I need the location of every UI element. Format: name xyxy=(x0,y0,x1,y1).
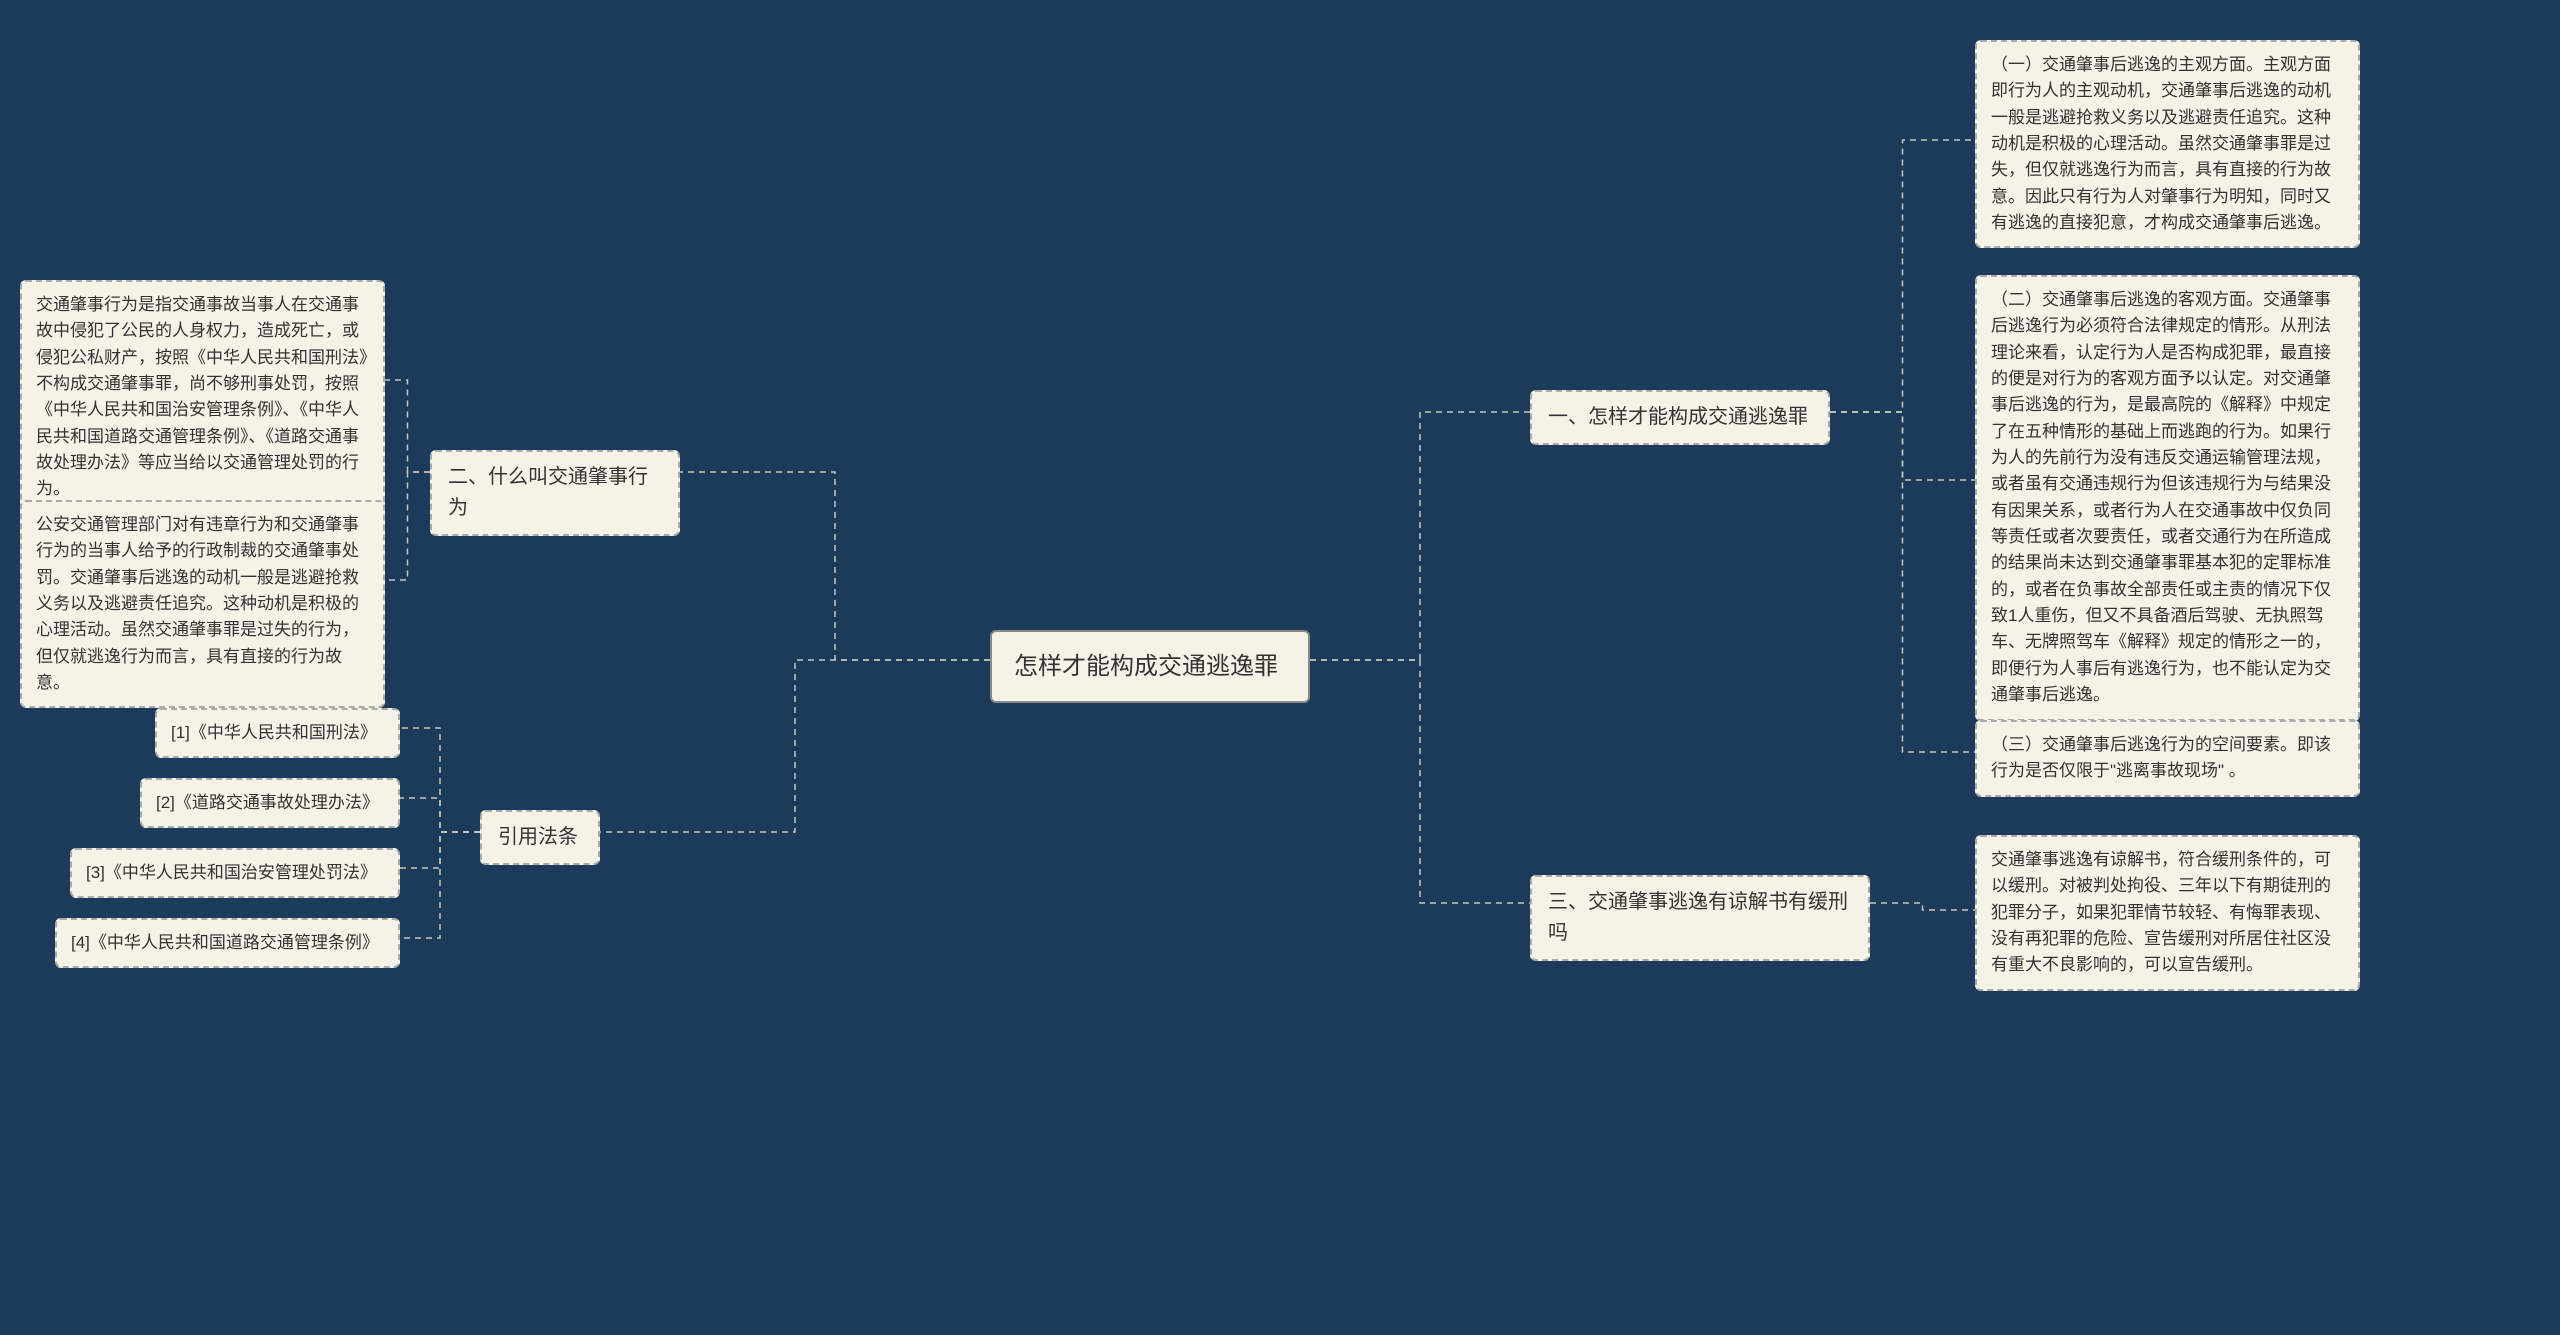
connector xyxy=(600,660,990,832)
root-node: 怎样才能构成交通逃逸罪 xyxy=(990,630,1310,703)
connector xyxy=(680,472,990,660)
connector xyxy=(1830,140,1975,412)
branch-2: 二、什么叫交通肇事行为 xyxy=(430,450,680,536)
connector xyxy=(385,380,430,472)
branch-1: 一、怎样才能构成交通逃逸罪 xyxy=(1530,390,1830,445)
leaf-4-4: [4]《中华人民共和国道路交通管理条例》 xyxy=(55,918,400,968)
branch-4: 引用法条 xyxy=(480,810,600,865)
connector xyxy=(400,832,480,938)
branch-3: 三、交通肇事逃逸有谅解书有缓刑吗 xyxy=(1530,875,1870,961)
connector xyxy=(400,798,480,832)
connector xyxy=(385,472,430,580)
leaf-1-2: （二）交通肇事后逃逸的客观方面。交通肇事后逃逸行为必须符合法律规定的情形。从刑法… xyxy=(1975,275,2360,721)
connector xyxy=(1310,412,1530,660)
connector xyxy=(400,728,480,832)
connector xyxy=(1830,412,1975,752)
leaf-3-1: 交通肇事逃逸有谅解书，符合缓刑条件的，可以缓刑。对被判处拘役、三年以下有期徒刑的… xyxy=(1975,835,2360,991)
connector xyxy=(1870,903,1975,910)
leaf-4-2: [2]《道路交通事故处理办法》 xyxy=(140,778,400,828)
connector xyxy=(1830,412,1975,480)
leaf-2-1: 交通肇事行为是指交通事故当事人在交通事故中侵犯了公民的人身权力，造成死亡，或侵犯… xyxy=(20,280,385,515)
connector xyxy=(1310,660,1530,903)
leaf-4-1: [1]《中华人民共和国刑法》 xyxy=(155,708,400,758)
connector xyxy=(400,832,480,868)
leaf-2-2: 公安交通管理部门对有违章行为和交通肇事行为的当事人给予的行政制裁的交通肇事处罚。… xyxy=(20,500,385,708)
leaf-4-3: [3]《中华人民共和国治安管理处罚法》 xyxy=(70,848,400,898)
leaf-1-3: （三）交通肇事后逃逸行为的空间要素。即该行为是否仅限于"逃离事故现场" 。 xyxy=(1975,720,2360,797)
leaf-1-1: （一）交通肇事后逃逸的主观方面。主观方面即行为人的主观动机，交通肇事后逃逸的动机… xyxy=(1975,40,2360,248)
